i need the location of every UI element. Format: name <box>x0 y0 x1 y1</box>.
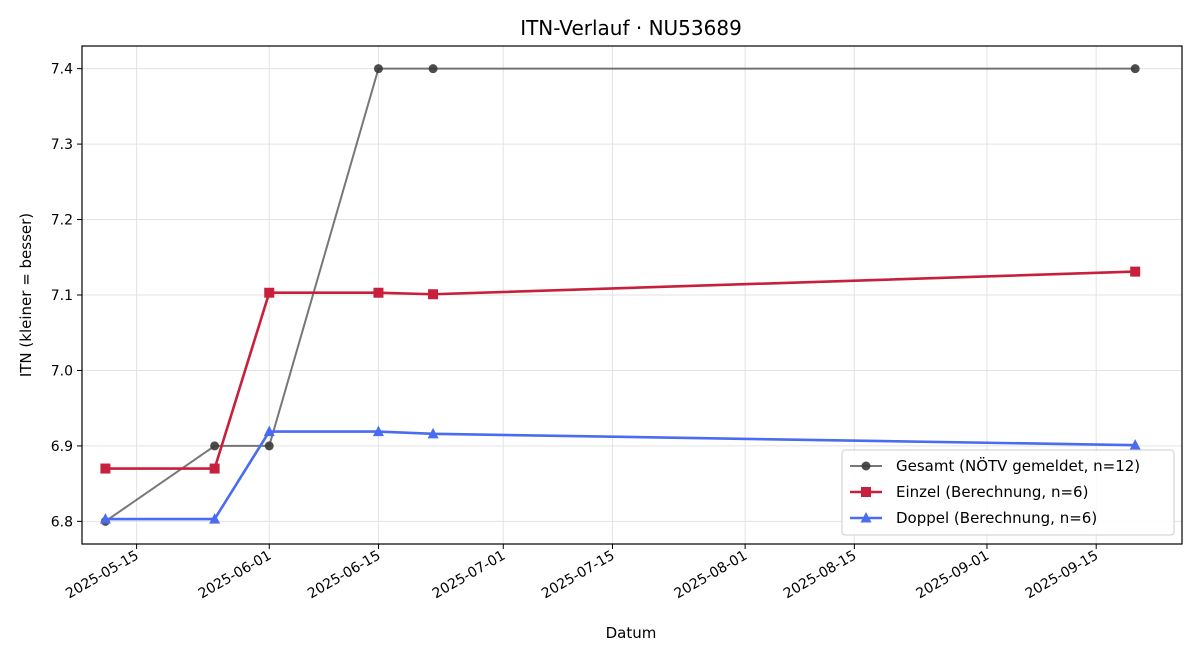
data-point <box>372 425 384 437</box>
data-point <box>209 463 220 474</box>
x-tick-label: 2025-06-01 <box>196 548 274 603</box>
x-tick-label: 2025-06-15 <box>305 548 383 603</box>
x-tick-label: 2025-09-01 <box>913 548 991 603</box>
data-point <box>373 64 383 74</box>
legend-box <box>841 449 1175 536</box>
x-tick-label: 2025-08-01 <box>672 548 750 603</box>
legend-entry: Gesamt (NÖTV gemeldet, n=12) <box>850 456 1140 475</box>
legend-label: Einzel (Berechnung, n=6) <box>896 483 1088 501</box>
data-point <box>264 287 275 298</box>
y-axis-label: ITN (kleiner = besser) <box>17 213 35 377</box>
y-axis-ticks: 6.8 6.9 7.0 7.1 7.2 7.3 7.4 <box>51 62 82 530</box>
legend-entry: Einzel (Berechnung, n=6) <box>850 483 1088 501</box>
y-tick-label: 7.2 <box>51 213 73 229</box>
data-point <box>427 427 439 439</box>
y-tick-label: 7.0 <box>51 363 73 379</box>
legend-entry: Doppel (Berechnung, n=6) <box>850 509 1097 527</box>
x-tick-label: 2025-07-01 <box>430 548 508 603</box>
data-point <box>264 441 274 451</box>
x-axis-label: Datum <box>606 624 657 642</box>
data-point <box>1129 439 1141 450</box>
y-tick-label: 7.1 <box>51 288 73 304</box>
chart-title: ITN-Verlauf · NU53689 <box>520 16 742 40</box>
legend-label: Gesamt (NÖTV gemeldet, n=12) <box>896 456 1140 475</box>
data-point <box>99 513 111 524</box>
series-line <box>104 67 1136 523</box>
data-point <box>209 513 221 524</box>
x-tick-label: 2025-05-15 <box>63 548 141 603</box>
legend-marker <box>861 461 871 471</box>
data-point <box>373 287 384 298</box>
data-point <box>1130 64 1140 74</box>
legend-label: Doppel (Berechnung, n=6) <box>896 509 1097 527</box>
data-point <box>100 463 111 474</box>
data-point <box>210 441 220 451</box>
data-point <box>428 289 439 300</box>
series-triangle <box>99 425 1141 524</box>
y-tick-label: 6.9 <box>51 439 73 455</box>
legend: Gesamt (NÖTV gemeldet, n=12) Einzel (Bere… <box>841 449 1175 536</box>
data-point <box>263 425 275 437</box>
y-tick-label: 7.3 <box>51 137 73 153</box>
data-point <box>1130 266 1141 277</box>
y-tick-label: 7.4 <box>51 62 73 78</box>
data-point <box>428 64 438 74</box>
x-axis-ticks: 2025-05-15 2025-06-01 2025-06-15 2025-07-01… <box>63 544 1101 602</box>
series-line <box>105 430 1136 521</box>
x-tick-label: 2025-08-15 <box>781 548 859 603</box>
series-layer <box>99 64 1141 526</box>
x-tick-label: 2025-07-15 <box>539 548 617 603</box>
y-tick-label: 6.8 <box>51 514 73 530</box>
x-tick-label: 2025-09-15 <box>1023 548 1101 603</box>
legend-marker <box>861 487 871 497</box>
series-line <box>105 270 1136 470</box>
series-square <box>100 266 1141 474</box>
legend-marker <box>860 512 872 523</box>
